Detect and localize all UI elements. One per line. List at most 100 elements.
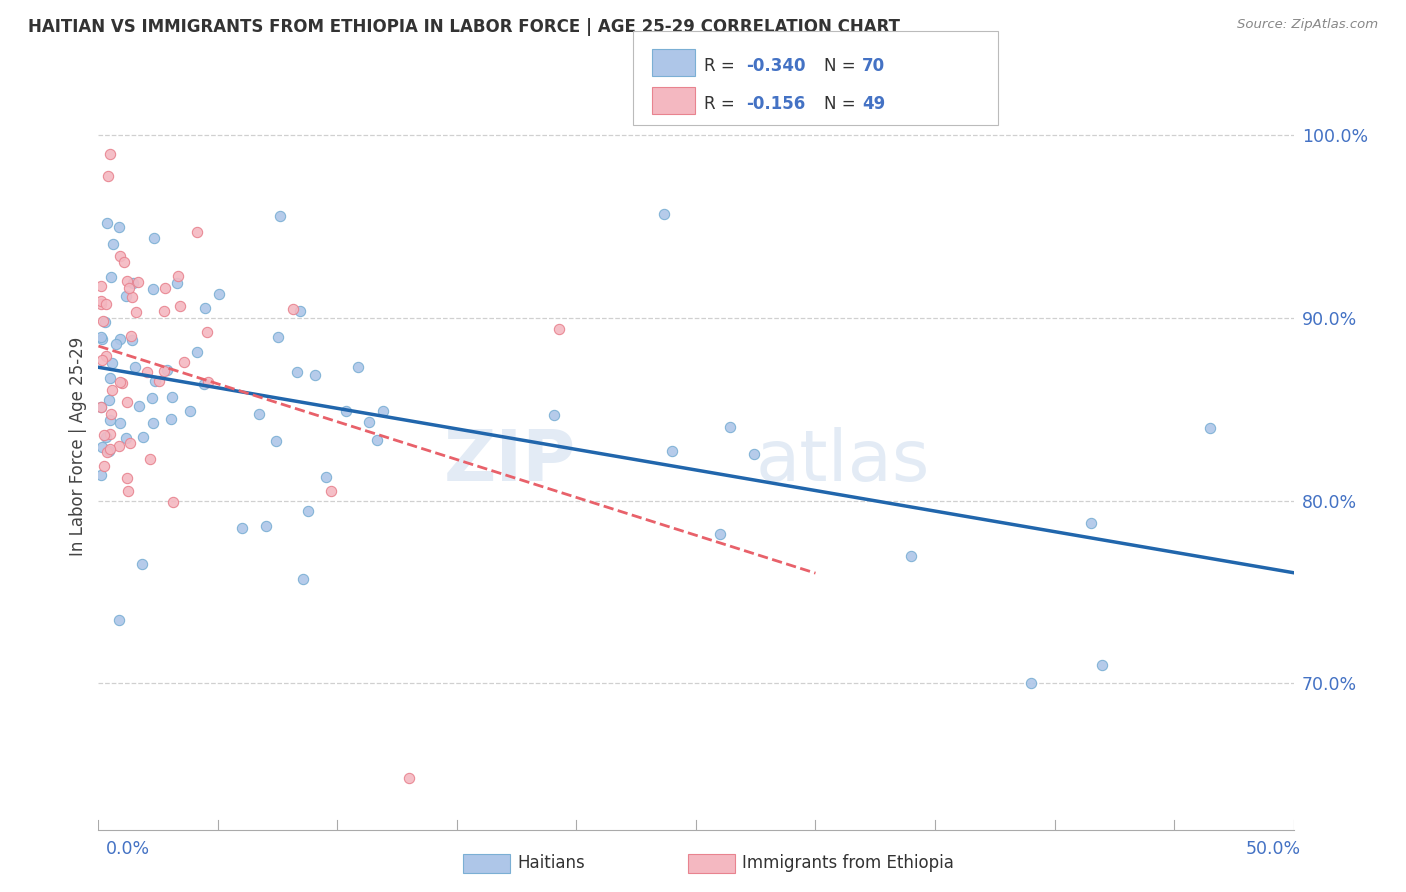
Point (90, 329, 112, 343)
Point (96, 216, 118, 230)
Point (366, 434, 388, 448)
Point (398, 772, 420, 786)
Point (90, 293, 112, 308)
Point (197, 375, 219, 389)
Point (121, 290, 143, 304)
Point (120, 435, 142, 450)
Point (288, 303, 311, 318)
Point (90, 297, 112, 311)
Point (142, 416, 165, 430)
Point (91, 440, 114, 454)
Point (101, 236, 124, 251)
Point (718, 420, 741, 434)
Text: R =: R = (704, 57, 741, 75)
Point (166, 269, 188, 284)
Point (654, 207, 676, 221)
Point (108, 439, 131, 453)
Point (112, 254, 135, 268)
Text: HAITIAN VS IMMIGRANTS FROM ETHIOPIA IN LABOR FORCE | AGE 25-29 CORRELATION CHART: HAITIAN VS IMMIGRANTS FROM ETHIOPIA IN L… (28, 18, 900, 36)
Text: 50.0%: 50.0% (1246, 840, 1301, 858)
Point (247, 407, 270, 421)
Text: Source: ZipAtlas.com: Source: ZipAtlas.com (1237, 18, 1378, 31)
Point (371, 404, 394, 418)
Point (97, 443, 120, 458)
Point (108, 613, 131, 627)
Point (120, 329, 142, 343)
Point (1019, 676, 1042, 690)
Point (173, 355, 195, 369)
Point (661, 444, 683, 458)
Point (98, 427, 121, 442)
Point (124, 305, 146, 319)
Point (110, 249, 132, 263)
Point (1199, 421, 1222, 435)
Point (98, 413, 121, 427)
Point (91, 314, 114, 328)
Point (93, 428, 115, 442)
Point (1080, 516, 1102, 531)
Point (548, 321, 571, 335)
Point (143, 374, 166, 388)
Point (108, 220, 131, 235)
Point (162, 495, 184, 509)
Text: N =: N = (824, 95, 860, 113)
Point (100, 269, 122, 284)
Point (118, 281, 141, 295)
Text: -0.340: -0.340 (747, 57, 806, 75)
Text: -0.156: -0.156 (747, 95, 806, 113)
Point (108, 416, 131, 430)
Point (105, 337, 128, 351)
Point (264, 434, 287, 449)
Text: 49: 49 (862, 95, 886, 113)
Point (96, 445, 118, 459)
Point (148, 374, 170, 388)
Point (122, 276, 145, 290)
Point (269, 210, 291, 224)
Point (121, 334, 143, 348)
Point (94, 349, 117, 363)
Point (153, 281, 176, 295)
Point (108, 332, 131, 346)
Point (231, 521, 253, 535)
Point (127, 276, 149, 290)
Point (91, 332, 114, 346)
Point (124, 359, 146, 374)
Point (139, 451, 162, 466)
Point (254, 519, 277, 533)
Point (100, 146, 122, 161)
Point (101, 384, 124, 398)
Text: N =: N = (824, 57, 860, 75)
Point (90, 352, 112, 367)
Point (90, 279, 112, 293)
Point (96, 297, 118, 311)
Point (97, 169, 120, 183)
Point (186, 225, 208, 239)
Point (100, 371, 122, 385)
Point (291, 572, 314, 586)
Point (179, 403, 201, 417)
Point (186, 345, 208, 359)
Point (115, 274, 138, 288)
Point (304, 368, 326, 382)
Point (115, 431, 138, 445)
Point (152, 363, 174, 377)
Point (114, 289, 136, 303)
Text: Haitians: Haitians (517, 855, 585, 872)
Point (335, 403, 357, 417)
Point (319, 484, 342, 499)
Point (100, 407, 122, 421)
Point (283, 302, 305, 317)
Point (111, 376, 134, 390)
Point (160, 412, 183, 426)
Point (709, 526, 731, 541)
Point (543, 409, 565, 423)
Point (115, 394, 138, 409)
Point (359, 415, 381, 429)
Point (169, 299, 191, 313)
Point (742, 447, 765, 461)
Point (166, 276, 188, 290)
Point (128, 400, 150, 414)
Point (96, 430, 118, 444)
Point (346, 359, 368, 374)
Point (93, 458, 115, 473)
